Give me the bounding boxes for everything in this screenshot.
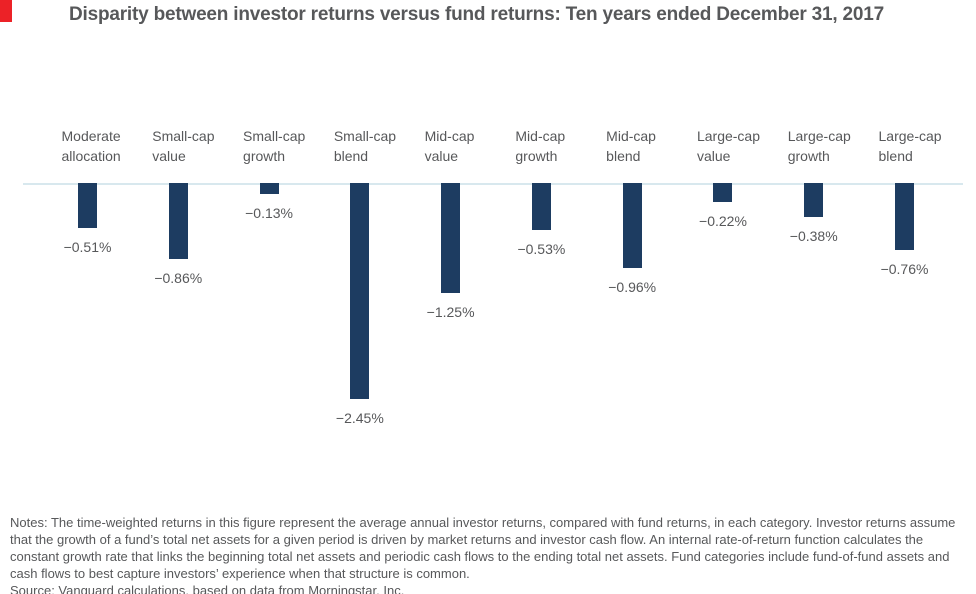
- chart-bar: [804, 183, 824, 217]
- category-label: Large-cap blend: [878, 128, 942, 164]
- chart-bar: [259, 183, 279, 195]
- chart-bar: [713, 183, 733, 203]
- value-label: −0.22%: [699, 213, 747, 230]
- bar-chart: Moderate allocation −0.51% Small-cap value…: [23, 128, 963, 427]
- notes-text: constant growth rate that links the begi…: [10, 549, 950, 564]
- chart-bar: [441, 183, 461, 294]
- value-label: −0.96%: [608, 278, 657, 295]
- chart-notes: Notes: The time-weighted returns in this…: [10, 514, 970, 594]
- value-label: −0.13%: [245, 205, 293, 222]
- chart-bar: [895, 183, 915, 251]
- category-label: Mid-cap blend: [606, 128, 656, 164]
- notes-text: that the growth of a fund’s total net as…: [10, 532, 924, 547]
- chart-bar: [531, 183, 551, 230]
- category-label: Moderate allocation: [61, 128, 121, 164]
- category-label: Small-cap blend: [333, 128, 397, 164]
- value-label: −0.51%: [63, 239, 112, 256]
- category-label: Small-cap value: [152, 128, 215, 164]
- chart-bar: [622, 183, 642, 268]
- value-label: −0.86%: [154, 269, 203, 286]
- chart-bar: [168, 183, 188, 259]
- category-label: Mid-cap value: [424, 128, 475, 164]
- brand-accent-mark: [0, 0, 12, 22]
- chart-title: Disparity between investor returns versu…: [69, 4, 884, 25]
- category-label: Large-cap growth: [787, 128, 851, 164]
- category-label: Small-cap growth: [243, 128, 306, 164]
- value-label: −1.25%: [426, 304, 475, 321]
- value-label: −0.38%: [789, 227, 838, 244]
- category-label: Mid-cap growth: [515, 128, 566, 164]
- value-label: −0.76%: [880, 261, 929, 278]
- value-label: −0.53%: [517, 240, 566, 257]
- chart-bar: [350, 183, 370, 400]
- value-label: −2.45%: [335, 410, 384, 427]
- zero-baseline: [23, 183, 963, 185]
- source-text: Source: Vanguard calculations, based on …: [10, 583, 405, 594]
- chart-bar: [78, 183, 97, 229]
- category-label: Large-cap value: [696, 128, 760, 164]
- notes-text: cash flows to best capture investors’ ex…: [10, 566, 470, 581]
- notes-text: Notes: The time-weighted returns in this…: [10, 515, 956, 530]
